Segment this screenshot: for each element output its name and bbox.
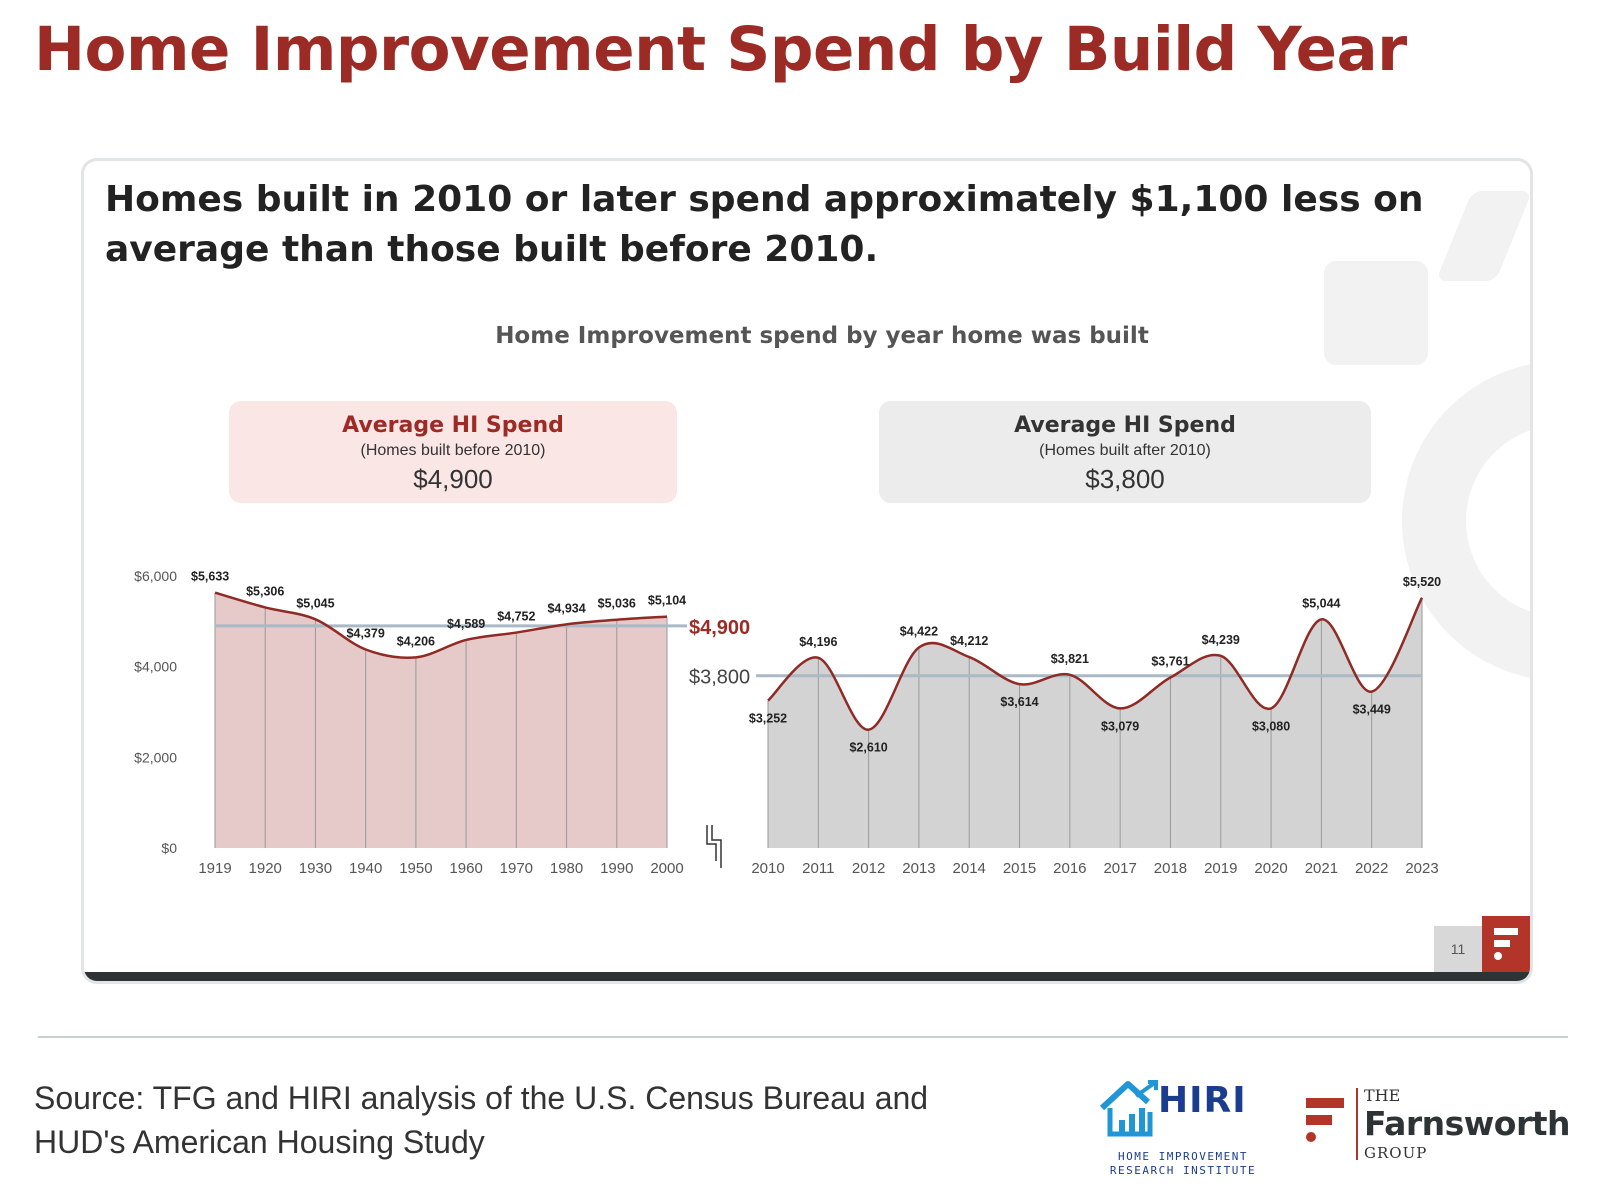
data-label: $5,045 bbox=[296, 596, 334, 610]
farnsworth-the: THE bbox=[1364, 1086, 1401, 1105]
x-tick-label: 1940 bbox=[349, 860, 382, 877]
x-tick-label: 2017 bbox=[1103, 860, 1136, 877]
x-tick-label: 2021 bbox=[1305, 860, 1338, 877]
y-tick-label: $2,000 bbox=[134, 749, 177, 765]
x-tick-label: 2016 bbox=[1053, 860, 1086, 877]
x-tick-label: 2020 bbox=[1254, 860, 1287, 877]
data-label: $4,422 bbox=[900, 625, 938, 639]
x-tick-label: 2014 bbox=[953, 860, 986, 877]
page-number: 11 bbox=[1434, 926, 1482, 972]
farnsworth-group: GROUP bbox=[1364, 1144, 1428, 1162]
slide-footer-bar bbox=[84, 972, 1530, 981]
x-tick-label: 2000 bbox=[650, 860, 683, 877]
data-label: $4,239 bbox=[1202, 633, 1240, 647]
average-label: $4,900 bbox=[689, 617, 750, 639]
page-title: Home Improvement Spend by Build Year bbox=[34, 14, 1407, 85]
series-area bbox=[768, 597, 1422, 848]
x-tick-label: 2018 bbox=[1154, 860, 1187, 877]
data-label: $5,104 bbox=[648, 594, 686, 608]
data-label: $3,449 bbox=[1353, 703, 1391, 717]
data-label: $4,212 bbox=[950, 634, 988, 648]
x-tick-label: 1990 bbox=[600, 860, 633, 877]
x-tick-label: 2023 bbox=[1405, 860, 1438, 877]
kpi-value: $3,800 bbox=[1085, 464, 1165, 494]
y-tick-label: $0 bbox=[161, 840, 177, 856]
farnsworth-wordmark: Farnsworth bbox=[1364, 1104, 1571, 1143]
house-icon bbox=[1099, 1080, 1158, 1137]
data-label: $2,610 bbox=[849, 741, 887, 755]
data-label: $5,520 bbox=[1403, 575, 1441, 589]
chart-title: Home Improvement spend by year home was … bbox=[495, 323, 1149, 349]
hiri-logo: HIRI HOME IMPROVEMENT RESEARCH INSTITUTE bbox=[1098, 1078, 1258, 1178]
x-tick-label: 1930 bbox=[299, 860, 332, 877]
data-label: $5,633 bbox=[191, 570, 229, 584]
x-tick-label: 1960 bbox=[449, 860, 482, 877]
kpi-value: $4,900 bbox=[413, 464, 493, 494]
slide-panel: Homes built in 2010 or later spend appro… bbox=[81, 158, 1533, 984]
data-label: $5,036 bbox=[598, 597, 636, 611]
data-label: $3,079 bbox=[1101, 719, 1139, 733]
x-tick-label: 1970 bbox=[500, 860, 533, 877]
x-tick-label: 2022 bbox=[1355, 860, 1388, 877]
data-label: $4,934 bbox=[547, 601, 585, 615]
y-tick-label: $4,000 bbox=[134, 659, 177, 675]
axis-break-icon bbox=[706, 825, 722, 868]
data-label: $3,080 bbox=[1252, 719, 1290, 733]
kpi-card-pre-2010: Average HI Spend (Homes built before 201… bbox=[229, 401, 677, 503]
x-tick-label: 2019 bbox=[1204, 860, 1237, 877]
kpi-subtitle: (Homes built before 2010) bbox=[360, 442, 546, 459]
data-label: $4,206 bbox=[397, 634, 435, 648]
y-tick-label: $6,000 bbox=[134, 568, 177, 584]
x-tick-label: 2015 bbox=[1003, 860, 1036, 877]
kpi-title: Average HI Spend bbox=[1014, 413, 1236, 438]
data-label: $5,044 bbox=[1302, 596, 1340, 610]
x-tick-label: 1980 bbox=[550, 860, 583, 877]
data-label: $5,306 bbox=[246, 584, 284, 598]
hiri-subtitle: HOME IMPROVEMENT RESEARCH INSTITUTE bbox=[1109, 1150, 1257, 1177]
hiri-wordmark: HIRI bbox=[1158, 1080, 1247, 1121]
x-tick-label: 1919 bbox=[198, 860, 231, 877]
kpi-card-post-2010: Average HI Spend (Homes built after 2010… bbox=[879, 401, 1371, 503]
area-chart: $0 $2,000 $4,000 $6,000 $4,900 $5,633 1919 $5,3… bbox=[134, 568, 1441, 877]
data-label: $4,752 bbox=[497, 610, 535, 624]
average-label: $3,800 bbox=[689, 667, 750, 689]
farnsworth-logo: THE Farnsworth GROUP bbox=[1306, 1086, 1576, 1178]
x-tick-label: 1920 bbox=[249, 860, 282, 877]
farnsworth-corner-logo bbox=[1482, 916, 1530, 972]
data-label: $4,589 bbox=[447, 617, 485, 631]
x-tick-label: 2010 bbox=[751, 860, 784, 877]
x-tick-label: 2011 bbox=[802, 860, 834, 877]
kpi-title: Average HI Spend bbox=[342, 413, 564, 438]
x-tick-label: 1950 bbox=[399, 860, 432, 877]
series-area bbox=[215, 592, 667, 848]
data-label: $3,761 bbox=[1151, 655, 1189, 669]
background-decoration bbox=[1324, 261, 1428, 365]
x-tick-label: 2012 bbox=[852, 860, 885, 877]
data-label: $3,614 bbox=[1000, 695, 1038, 709]
slide-headline: Homes built in 2010 or later spend appro… bbox=[105, 179, 1424, 270]
source-note: Source: TFG and HIRI analysis of the U.S… bbox=[34, 1080, 929, 1160]
kpi-subtitle: (Homes built after 2010) bbox=[1039, 442, 1211, 459]
data-label: $3,252 bbox=[749, 712, 787, 726]
series-line bbox=[214, 591, 668, 659]
data-label: $4,196 bbox=[799, 635, 837, 649]
footer-divider bbox=[38, 1036, 1568, 1038]
data-label: $4,379 bbox=[347, 626, 385, 640]
data-label: $3,821 bbox=[1051, 652, 1089, 666]
x-tick-label: 2013 bbox=[902, 860, 935, 877]
series-line bbox=[767, 597, 1424, 731]
